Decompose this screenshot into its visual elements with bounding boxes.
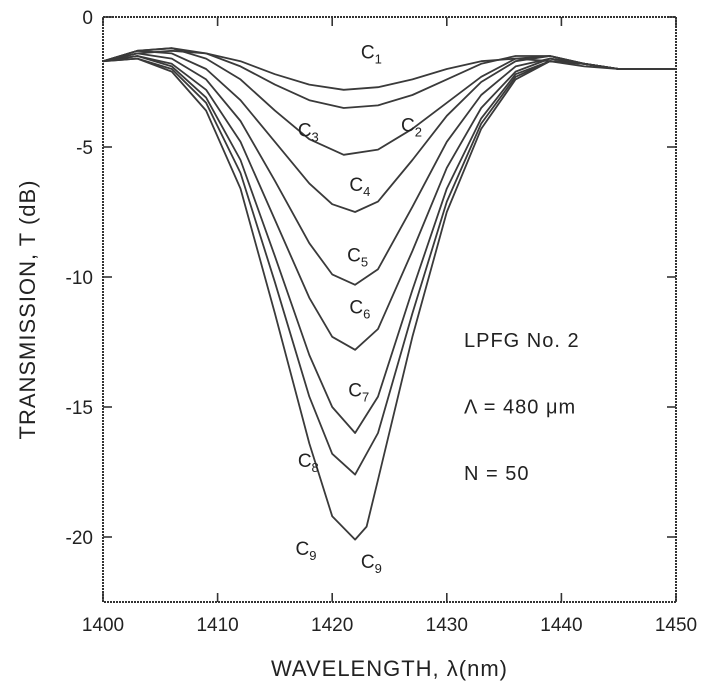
series-line-c5	[102, 52, 676, 286]
series-line-c2	[102, 47, 676, 109]
series-line-c8	[102, 57, 676, 476]
series-layer	[102, 47, 676, 541]
annotation-period: Λ = 480 μm	[464, 397, 576, 419]
curve-label-c7: C7	[348, 381, 369, 405]
x-tick-label: 1450	[655, 615, 697, 636]
x-tick-label: 1440	[540, 615, 582, 636]
series-line-c7	[102, 55, 676, 434]
curve-label-c2: C2	[401, 115, 422, 139]
x-tick-label: 1430	[426, 615, 468, 636]
x-tick-label: 1420	[311, 615, 353, 636]
plot-frame	[102, 16, 677, 603]
y-axis-title: TRANSMISSION, T (dB)	[15, 179, 40, 439]
curve-label-c9: C9	[296, 539, 317, 563]
series-line-c6	[102, 55, 676, 351]
curve-labels: C1 C2 C3 C4 C5 C6 C7 C8 C9 C9	[296, 43, 422, 577]
annotation-grating-name: LPFG No. 2	[464, 330, 580, 352]
series-line-c4	[102, 49, 676, 213]
y-tick-label: -5	[76, 138, 93, 159]
y-axis: 0 -5 -10 -15 -20	[66, 8, 676, 549]
curve-label-c9: C9	[361, 552, 382, 576]
series-line-c1	[102, 49, 676, 91]
curve-label-c1: C1	[361, 43, 382, 67]
x-axis-title: WAVELENGTH, λ(nm)	[271, 656, 508, 681]
curve-label-c4: C4	[349, 175, 370, 199]
curve-label-c6: C6	[349, 297, 370, 321]
y-tick-label: -15	[66, 398, 93, 419]
x-tick-label: 1410	[196, 615, 238, 636]
plot-border	[102, 16, 677, 603]
x-tick-label: 1400	[82, 615, 124, 636]
x-axis: 1400 1410 1420 1430 1440 1450	[82, 17, 697, 636]
y-tick-label: -10	[66, 268, 93, 289]
series-line-c9	[102, 57, 676, 541]
curve-label-c3: C3	[298, 121, 319, 145]
y-tick-label: 0	[82, 8, 93, 29]
annotation-count: N = 50	[464, 463, 529, 485]
curve-label-c5: C5	[347, 245, 368, 269]
curve-label-c8: C8	[298, 451, 319, 475]
y-tick-label: -20	[66, 528, 93, 549]
